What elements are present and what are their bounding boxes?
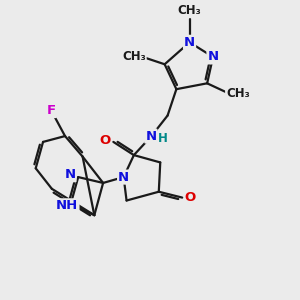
Text: O: O — [100, 134, 111, 147]
Text: N: N — [184, 36, 195, 49]
Text: NH: NH — [56, 199, 79, 212]
Text: N: N — [207, 50, 219, 63]
Text: N: N — [118, 171, 129, 184]
Text: F: F — [47, 104, 56, 117]
Text: CH₃: CH₃ — [122, 50, 146, 63]
Text: H: H — [158, 133, 167, 146]
Text: CH₃: CH₃ — [226, 87, 250, 100]
Text: N: N — [145, 130, 156, 142]
Text: O: O — [185, 191, 196, 204]
Text: N: N — [64, 168, 76, 181]
Text: CH₃: CH₃ — [178, 4, 201, 17]
